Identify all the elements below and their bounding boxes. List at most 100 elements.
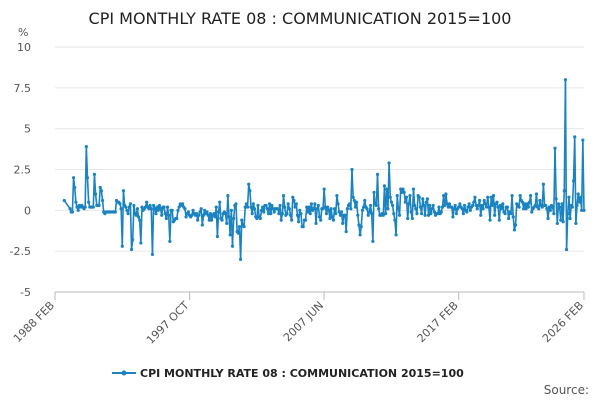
data-point[interactable] bbox=[127, 205, 131, 209]
data-point[interactable] bbox=[397, 213, 402, 217]
data-point[interactable] bbox=[206, 213, 210, 217]
data-point[interactable] bbox=[349, 207, 353, 211]
data-point[interactable] bbox=[552, 212, 556, 216]
data-point[interactable] bbox=[505, 205, 510, 209]
data-point[interactable] bbox=[352, 198, 356, 203]
data-point[interactable] bbox=[218, 200, 222, 204]
data-point[interactable] bbox=[252, 207, 257, 211]
data-point[interactable] bbox=[276, 207, 280, 211]
data-point[interactable] bbox=[466, 205, 470, 209]
data-point[interactable] bbox=[489, 195, 493, 199]
data-point[interactable] bbox=[480, 203, 484, 208]
data-point[interactable] bbox=[190, 213, 194, 217]
data-point[interactable] bbox=[580, 208, 584, 212]
data-point[interactable] bbox=[75, 205, 79, 209]
data-point[interactable] bbox=[71, 176, 76, 180]
data-point[interactable] bbox=[553, 146, 557, 150]
data-point[interactable] bbox=[285, 212, 289, 216]
data-point[interactable] bbox=[309, 202, 313, 206]
data-point[interactable] bbox=[564, 247, 569, 252]
data-point[interactable] bbox=[404, 195, 409, 199]
data-point[interactable] bbox=[358, 233, 362, 237]
data-point[interactable] bbox=[132, 203, 136, 208]
data-point[interactable] bbox=[87, 200, 91, 204]
data-point[interactable] bbox=[384, 212, 388, 216]
data-point[interactable] bbox=[131, 238, 135, 242]
data-point[interactable] bbox=[251, 202, 255, 206]
data-point[interactable] bbox=[314, 221, 318, 225]
data-point[interactable] bbox=[136, 215, 141, 219]
data-point[interactable] bbox=[348, 202, 352, 206]
data-point[interactable] bbox=[518, 194, 522, 198]
data-point[interactable] bbox=[315, 207, 319, 211]
data-point[interactable] bbox=[421, 197, 425, 201]
data-point[interactable] bbox=[368, 203, 373, 208]
data-point[interactable] bbox=[424, 200, 428, 204]
data-point[interactable] bbox=[444, 192, 448, 196]
data-point[interactable] bbox=[152, 203, 156, 208]
data-point[interactable] bbox=[128, 202, 133, 206]
data-point[interactable] bbox=[147, 207, 151, 211]
data-point[interactable] bbox=[527, 200, 532, 204]
data-point[interactable] bbox=[228, 233, 232, 237]
data-point[interactable] bbox=[554, 197, 558, 201]
data-point[interactable] bbox=[365, 207, 369, 211]
data-point[interactable] bbox=[436, 212, 440, 216]
data-point[interactable] bbox=[534, 192, 539, 196]
data-point[interactable] bbox=[497, 218, 501, 222]
data-point[interactable] bbox=[570, 205, 574, 209]
data-point[interactable] bbox=[512, 228, 516, 232]
data-point[interactable] bbox=[305, 205, 309, 209]
data-point[interactable] bbox=[544, 203, 548, 208]
data-point[interactable] bbox=[225, 221, 229, 225]
data-point[interactable] bbox=[256, 203, 260, 208]
data-point[interactable] bbox=[139, 241, 143, 245]
data-point[interactable] bbox=[472, 200, 476, 204]
data-point[interactable] bbox=[287, 207, 291, 211]
data-point[interactable] bbox=[439, 210, 443, 214]
data-point[interactable] bbox=[361, 205, 366, 209]
data-point[interactable] bbox=[272, 210, 276, 214]
data-point[interactable] bbox=[215, 234, 220, 239]
data-point[interactable] bbox=[299, 212, 303, 216]
data-point[interactable] bbox=[406, 216, 410, 221]
data-point[interactable] bbox=[249, 205, 253, 209]
data-point[interactable] bbox=[261, 205, 265, 209]
data-point[interactable] bbox=[461, 212, 465, 216]
data-point[interactable] bbox=[113, 210, 117, 214]
data-point[interactable] bbox=[479, 213, 483, 217]
data-point[interactable] bbox=[83, 205, 87, 209]
data-point[interactable] bbox=[578, 195, 583, 199]
data-point[interactable] bbox=[388, 195, 392, 199]
data-point[interactable] bbox=[506, 216, 511, 221]
data-point[interactable] bbox=[175, 216, 179, 221]
data-point[interactable] bbox=[266, 212, 271, 216]
data-point[interactable] bbox=[156, 208, 160, 212]
data-point[interactable] bbox=[360, 208, 365, 212]
data-point[interactable] bbox=[248, 189, 252, 193]
data-point[interactable] bbox=[475, 207, 479, 211]
data-point[interactable] bbox=[297, 220, 301, 224]
data-point[interactable] bbox=[525, 202, 529, 206]
data-point[interactable] bbox=[581, 138, 585, 142]
data-point[interactable] bbox=[356, 213, 360, 217]
data-point[interactable] bbox=[149, 207, 153, 211]
data-point[interactable] bbox=[232, 216, 236, 221]
data-point[interactable] bbox=[158, 207, 163, 211]
data-point[interactable] bbox=[328, 216, 332, 221]
data-point[interactable] bbox=[227, 215, 231, 219]
data-point[interactable] bbox=[341, 221, 345, 225]
data-point[interactable] bbox=[345, 207, 349, 211]
data-point[interactable] bbox=[372, 190, 376, 194]
data-point[interactable] bbox=[573, 135, 577, 139]
data-point[interactable] bbox=[269, 212, 273, 216]
data-point[interactable] bbox=[298, 208, 302, 212]
data-point[interactable] bbox=[94, 192, 98, 196]
data-point[interactable] bbox=[403, 200, 407, 204]
data-point[interactable] bbox=[344, 229, 348, 234]
data-point[interactable] bbox=[517, 205, 521, 209]
data-point[interactable] bbox=[97, 203, 101, 208]
data-point[interactable] bbox=[560, 202, 564, 206]
data-point[interactable] bbox=[337, 210, 341, 214]
data-point[interactable] bbox=[100, 198, 105, 203]
